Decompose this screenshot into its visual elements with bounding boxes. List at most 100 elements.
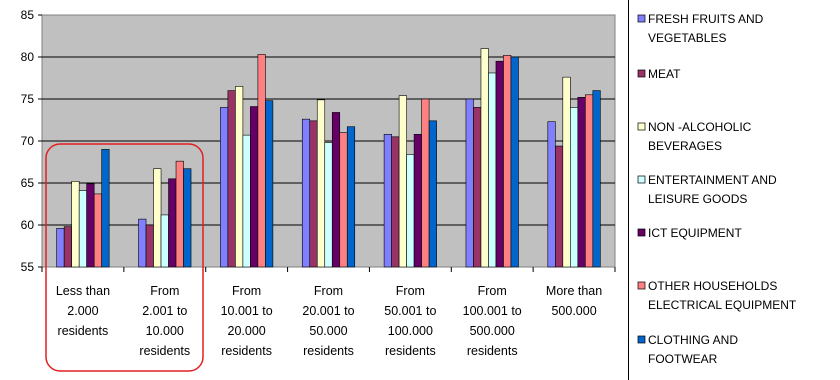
bar: [510, 56, 519, 268]
bar: [160, 214, 169, 268]
highlight-box: [45, 143, 204, 372]
x-category-label: 10.000: [146, 324, 184, 338]
x-category-label: From: [396, 284, 425, 298]
bar: [391, 136, 400, 268]
legend-swatch: [637, 14, 646, 23]
bar: [309, 120, 318, 268]
legend-swatch: [637, 335, 646, 344]
bar: [265, 100, 274, 268]
x-category-label: More than: [546, 284, 602, 298]
legend-label: CLOTHING AND: [648, 333, 738, 347]
bar: [138, 218, 147, 268]
legend-label: MEAT: [648, 67, 681, 81]
bar: [145, 224, 154, 268]
x-axis-categories: Less than 2.000 residents From 2.001 to 10.00…: [41, 267, 616, 358]
legend: FRESH FRUITS AND VEGETABLES MEAT NON -ALCOH…: [637, 12, 797, 366]
x-category-label: residents: [139, 344, 190, 358]
bar: [86, 183, 95, 268]
legend-box: [628, 0, 840, 380]
y-tick-label: 60: [21, 218, 35, 232]
legend-label: ICT EQUIPMENT: [648, 226, 742, 240]
bar: [398, 95, 407, 268]
x-category-label: 2.000: [67, 304, 98, 318]
x-category-label: 50.001 to: [384, 304, 436, 318]
bar: [413, 133, 422, 268]
bar: [153, 168, 162, 268]
legend-label: ELECTRICAL EQUIPMENT: [648, 298, 797, 312]
legend-label: NON -ALCOHOLIC: [648, 120, 752, 134]
bar: [480, 48, 489, 268]
bar: [473, 107, 482, 268]
x-category-label: residents: [58, 324, 109, 338]
x-category-label: 100.001 to: [463, 304, 522, 318]
bar: [78, 190, 87, 268]
legend-label: FRESH FRUITS AND: [648, 12, 764, 26]
x-category-label: residents: [385, 344, 436, 358]
x-category-label: 20.001 to: [302, 304, 354, 318]
legend-swatch: [637, 175, 646, 184]
x-category-label: 500.000: [470, 324, 515, 338]
x-category-label: Less than: [56, 284, 110, 298]
bar: [168, 178, 177, 268]
x-category-label: 500.000: [551, 304, 596, 318]
x-category-label: 10.001 to: [221, 304, 273, 318]
x-category-label: From: [150, 284, 179, 298]
legend-label: FOOTWEAR: [648, 352, 718, 366]
bar: [585, 94, 594, 268]
bar: [257, 54, 266, 268]
bar: [488, 72, 497, 268]
x-category-label: From: [232, 284, 261, 298]
x-category-label: residents: [221, 344, 272, 358]
bar: [406, 154, 415, 268]
bar: [63, 226, 72, 268]
y-tick-label: 70: [21, 134, 35, 148]
bar: [175, 160, 184, 268]
y-axis-ticks: 55 60 65 70 75 80 85: [21, 8, 42, 274]
legend-label: LEISURE GOODS: [648, 192, 747, 206]
x-category-label: 50.000: [309, 324, 347, 338]
x-category-label: residents: [303, 344, 354, 358]
bar: [562, 76, 571, 268]
bar: [242, 134, 251, 268]
legend-swatch: [637, 228, 646, 237]
x-category-label: residents: [467, 344, 518, 358]
bars: [56, 48, 601, 268]
legend-label: VEGETABLES: [648, 31, 726, 45]
bar: [421, 98, 430, 268]
y-tick-label: 55: [21, 260, 35, 274]
bar: [465, 98, 474, 268]
legend-label: OTHER HOUSEHOLDS: [648, 279, 777, 293]
x-category-label: 2.001 to: [142, 304, 187, 318]
bar: [547, 121, 556, 268]
bar: [101, 149, 110, 268]
legend-swatch: [637, 122, 646, 131]
legend-label: ENTERTAINMENT AND: [648, 173, 777, 187]
bar: [324, 142, 333, 268]
y-tick-label: 80: [21, 50, 35, 64]
y-tick-label: 85: [21, 8, 35, 22]
bar: [93, 193, 102, 268]
x-category-label: From: [314, 284, 343, 298]
legend-swatch: [637, 281, 646, 290]
bar: [592, 90, 601, 268]
x-category-label: From: [478, 284, 507, 298]
x-category-label: 20.000: [228, 324, 266, 338]
y-tick-label: 65: [21, 176, 35, 190]
bar: [301, 118, 311, 268]
bar: [428, 120, 437, 268]
bar: [346, 126, 356, 268]
bar: [227, 90, 236, 268]
bar: [250, 106, 259, 268]
bar: [220, 107, 229, 268]
legend-label: BEVERAGES: [648, 139, 722, 153]
bar: [331, 112, 341, 268]
bar: [235, 86, 244, 268]
bar: [577, 97, 586, 268]
legend-swatch: [637, 69, 646, 78]
bar: [71, 181, 80, 268]
bar: [495, 60, 504, 268]
bar: [339, 132, 348, 268]
bar: [56, 228, 65, 268]
x-category-label: 100.000: [388, 324, 433, 338]
